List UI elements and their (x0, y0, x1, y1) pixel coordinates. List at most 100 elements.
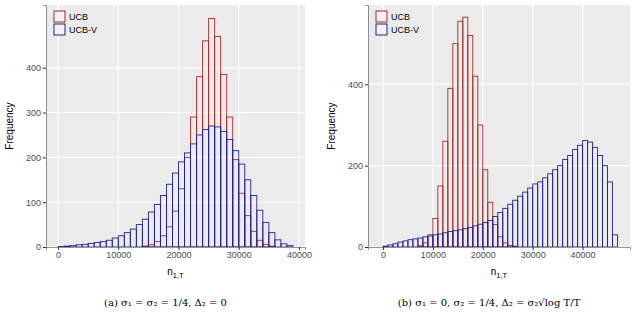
histogram-bar (443, 233, 448, 247)
y-tick: 400 (26, 63, 46, 73)
histogram-bar (453, 44, 458, 247)
plot-background (46, 5, 305, 247)
histogram-bar (160, 195, 166, 247)
x-tick-label: 10000 (106, 250, 131, 260)
y-tick-label: 400 (348, 80, 363, 90)
histogram-bar (468, 227, 473, 247)
histogram-bar (160, 236, 166, 247)
histogram-bar (130, 229, 136, 247)
y-tick-mark (365, 84, 368, 85)
histogram-bar (558, 166, 563, 247)
legend-key (376, 11, 387, 22)
histogram-bar (493, 225, 498, 247)
legend: UCB UCB-V (54, 11, 97, 35)
histogram-bar (543, 178, 548, 247)
histogram-bar (148, 212, 154, 247)
histogram-bar (275, 240, 281, 247)
legend-label: UCB-V (391, 25, 419, 35)
x-tick: 0 (381, 247, 386, 260)
histogram-bar (473, 226, 478, 247)
histogram-bar (251, 195, 257, 247)
grid-line-x (57, 5, 58, 247)
legend-key (376, 24, 387, 35)
histogram-bar (76, 245, 82, 247)
y-tick-label: 200 (26, 153, 41, 163)
histogram-bar (227, 117, 233, 247)
y-tick-label: 300 (26, 108, 41, 118)
histogram-bar (124, 233, 130, 247)
histogram-bar (203, 130, 209, 247)
y-tick-mark (43, 68, 46, 69)
histogram-bar (221, 131, 227, 247)
y-axis: 0200400 (348, 6, 369, 253)
x-axis: 010000200003000040000 (47, 247, 312, 260)
panel: 0100002000030000400000200400n1,TFrequenc… (326, 5, 631, 308)
histogram-bar (185, 157, 191, 247)
histogram-bar (398, 242, 403, 247)
grid (368, 5, 630, 247)
histogram-bar (428, 236, 433, 247)
histogram-bar (423, 237, 428, 247)
x-tick: 40000 (287, 247, 312, 260)
caption: (a) σ₁ = σ₂ = 1/4, Δ₂ = 0 (104, 297, 227, 308)
histogram-bar (478, 224, 483, 247)
histogram-bar (503, 208, 508, 247)
histogram-bar (453, 231, 458, 247)
histogram-bar (563, 160, 568, 247)
y-axis-title: Frequency (326, 102, 337, 149)
histogram-bar (221, 74, 227, 247)
y-axis-line (365, 6, 369, 248)
legend-item: UCB-V (376, 24, 419, 35)
legend-label: UCB (69, 12, 88, 22)
histogram-bar (106, 240, 112, 247)
histogram-bar (154, 242, 160, 247)
histogram-bar (64, 247, 70, 248)
histogram-bar (553, 170, 558, 247)
histogram-bar (423, 243, 428, 247)
histogram-bar (118, 236, 124, 247)
x-tick: 20000 (166, 247, 191, 260)
histogram-bar (227, 139, 233, 247)
histogram-bar (503, 243, 508, 247)
histogram-bar (239, 164, 245, 247)
x-tick-label: 40000 (571, 250, 596, 260)
y-tick-label: 0 (358, 242, 363, 252)
histogram-bar (418, 238, 423, 247)
legend-key (54, 24, 65, 35)
y-tick: 0 (358, 242, 368, 252)
histogram-bar (94, 243, 100, 247)
histogram-bar (166, 184, 172, 247)
x-tick-label: 20000 (471, 250, 496, 260)
grid-line-x (118, 5, 119, 247)
histogram-bar (245, 216, 251, 247)
x-tick: 30000 (521, 247, 546, 260)
histogram-bar (215, 127, 221, 247)
legend-item: UCB (376, 11, 410, 22)
histogram-bar (88, 243, 94, 247)
histogram-bar (498, 212, 503, 247)
y-tick: 100 (26, 198, 46, 208)
legend-label: UCB-V (69, 25, 97, 35)
histogram-bar (508, 204, 513, 247)
histogram-bar (191, 144, 197, 247)
x-tick-label: 10000 (421, 250, 446, 260)
caption: (b) σ₁ = 0, σ₂ = 1/4, Δ₂ = σ₂√log T/T (398, 297, 581, 308)
histogram-bar (488, 221, 493, 247)
y-tick-mark (365, 247, 368, 248)
histogram-bar (483, 170, 488, 247)
grid-line-y (46, 202, 305, 203)
grid-line-x (432, 5, 433, 247)
histogram-bar (239, 193, 245, 247)
legend-item: UCB-V (54, 24, 97, 35)
histogram-bar (528, 188, 533, 247)
histogram-bar (281, 244, 287, 247)
histogram-bar (203, 41, 209, 247)
histogram-bar (498, 237, 503, 247)
legend-item: UCB (54, 11, 88, 22)
histogram-bar (58, 247, 64, 248)
histogram-bar (463, 17, 468, 247)
histogram-bar (58, 246, 64, 247)
y-tick-mark (43, 202, 46, 203)
x-tick-label: 0 (56, 250, 61, 260)
histogram-bar (257, 210, 263, 247)
